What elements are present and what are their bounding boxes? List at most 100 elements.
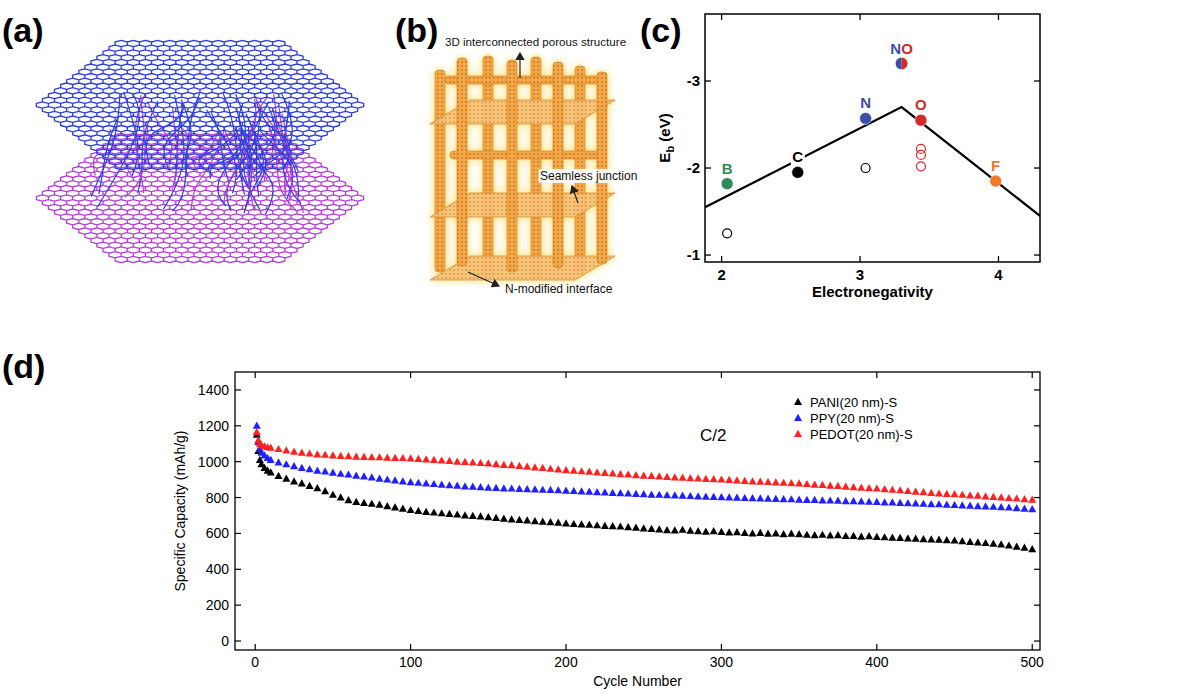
data-point — [515, 485, 523, 492]
data-point — [337, 470, 345, 477]
data-point — [508, 515, 516, 522]
data-point — [344, 496, 352, 503]
y-tick-label: 800 — [206, 490, 230, 506]
y-tick — [705, 167, 711, 168]
data-point — [647, 525, 655, 532]
data-point — [469, 512, 477, 519]
data-point — [445, 510, 453, 517]
data-point — [826, 482, 834, 489]
data-point — [873, 533, 881, 540]
data-point — [267, 443, 275, 450]
y-tick — [235, 425, 241, 426]
data-point — [888, 486, 896, 493]
data-point — [919, 488, 927, 495]
rod-texture — [483, 56, 493, 278]
data-point — [710, 475, 718, 482]
data-point — [982, 492, 990, 499]
y-tick — [1034, 389, 1040, 390]
legend-marker — [794, 414, 802, 421]
data-point — [803, 531, 811, 538]
data-point — [469, 458, 477, 465]
data-point — [694, 527, 702, 534]
data-point — [888, 498, 896, 505]
data-point — [966, 502, 974, 509]
y-tick — [1034, 167, 1040, 168]
point-open — [861, 164, 870, 173]
figure: (a)(b)3D interconnected porous structure… — [0, 0, 1201, 694]
data-point — [539, 486, 547, 493]
data-point — [531, 517, 539, 524]
data-point — [422, 455, 430, 462]
label-patch — [720, 160, 734, 177]
data-point — [663, 473, 671, 480]
data-point — [352, 471, 360, 478]
data-point — [391, 503, 399, 510]
data-point — [407, 478, 415, 485]
point — [721, 178, 733, 190]
data-point — [702, 475, 710, 482]
data-point — [453, 457, 461, 464]
data-point — [531, 485, 539, 492]
data-point — [850, 497, 858, 504]
data-point — [539, 464, 547, 471]
data-point — [298, 479, 306, 486]
data-point — [951, 501, 959, 508]
data-point — [966, 491, 974, 498]
data-point — [438, 509, 446, 516]
data-point — [865, 532, 873, 539]
data-point — [982, 502, 990, 509]
data-point — [376, 501, 384, 508]
data-point — [275, 458, 283, 465]
panel-label: (d) — [2, 347, 45, 385]
data-point — [958, 491, 966, 498]
data-point — [624, 470, 632, 477]
data-point — [267, 456, 275, 463]
data-point — [578, 520, 586, 527]
data-point — [951, 490, 959, 497]
rod — [435, 70, 445, 272]
data-point — [306, 449, 314, 456]
data-point — [655, 472, 663, 479]
rod — [553, 62, 563, 268]
data-point — [601, 522, 609, 529]
data-point — [686, 474, 694, 481]
data-point — [383, 475, 391, 482]
data-point — [492, 460, 500, 467]
data-point — [943, 536, 951, 543]
data-point — [888, 534, 896, 541]
data-point — [484, 513, 492, 520]
data-point — [927, 500, 935, 507]
data-point — [438, 456, 446, 463]
x-tick-label: 500 — [1021, 654, 1045, 670]
data-point — [360, 453, 368, 460]
data-point — [298, 464, 306, 471]
data-point — [500, 484, 508, 491]
y-tick — [235, 569, 241, 570]
rod-texture — [457, 58, 467, 266]
data-point — [749, 494, 757, 501]
data-point — [508, 461, 516, 468]
data-point — [795, 496, 803, 503]
rod-texture — [553, 62, 563, 268]
data-point — [725, 493, 733, 500]
data-point — [282, 475, 290, 482]
porous-structure — [430, 56, 615, 280]
data-point — [554, 518, 562, 525]
x-tick — [998, 256, 999, 262]
data-point — [733, 494, 741, 501]
data-point — [655, 525, 663, 532]
data-point — [1013, 542, 1021, 549]
data-point — [593, 468, 601, 475]
point-open — [916, 162, 925, 171]
data-point — [609, 522, 617, 529]
data-point — [780, 479, 788, 486]
diagram-label: Seamless junction — [540, 169, 637, 183]
data-point — [671, 491, 679, 498]
point-label-char: O — [901, 40, 913, 57]
data-point — [989, 540, 997, 547]
data-point — [842, 483, 850, 490]
data-point — [764, 495, 772, 502]
data-point — [989, 503, 997, 510]
data-point — [391, 476, 399, 483]
data-point — [539, 518, 547, 525]
